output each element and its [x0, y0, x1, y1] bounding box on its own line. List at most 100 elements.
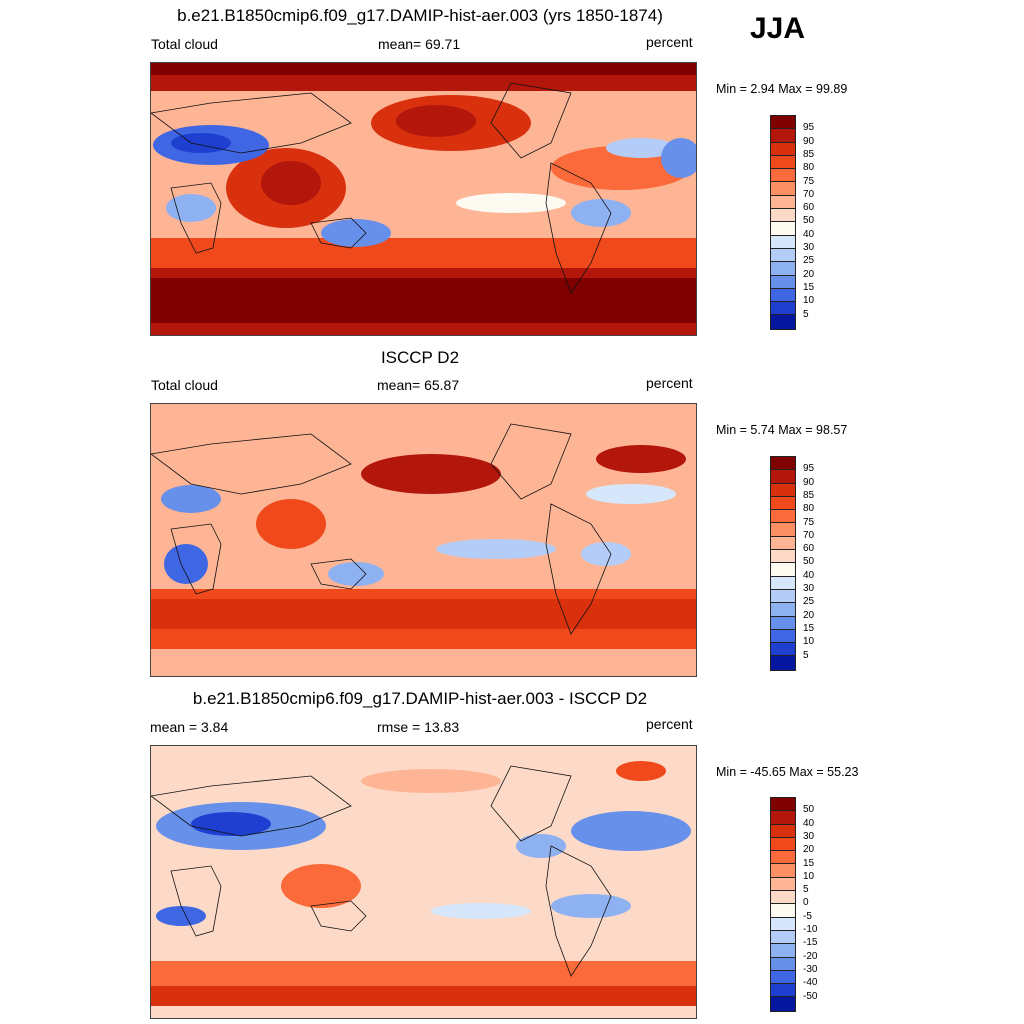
colorbar-tick-label: 30	[803, 830, 815, 842]
colorbar-tick-label: 70	[803, 188, 815, 200]
colorbar-box	[771, 904, 795, 918]
colorbar-box	[771, 917, 795, 931]
panel-2-title: ISCCP D2	[380, 348, 460, 367]
colorbar-box	[771, 656, 795, 670]
colorbar-tick-label: 85	[803, 489, 815, 501]
panel-2-mean-label: mean= 65.87	[377, 377, 460, 393]
colorbar-box	[771, 824, 795, 838]
colorbar-box	[771, 116, 795, 130]
colorbar-box	[771, 182, 795, 196]
panel-2-map	[150, 403, 697, 677]
colorbar-tick-label: 50	[803, 804, 815, 816]
colorbar-box	[771, 616, 795, 630]
colorbar-box	[771, 536, 795, 551]
colorbar-tick-label: 25	[803, 596, 815, 608]
colorbar-tick-label: -30	[803, 963, 818, 975]
colorbar-box	[771, 457, 795, 471]
colorbar-tick-label: 90	[803, 476, 815, 488]
colorbar-box	[771, 837, 795, 852]
colorbar-box	[771, 811, 795, 825]
colorbar-tick-label: 50	[803, 215, 815, 227]
colorbar-box	[771, 643, 795, 657]
colorbar-box	[771, 957, 795, 971]
colorbar-box	[771, 470, 795, 484]
colorbar-tick-label: 20	[803, 844, 815, 856]
colorbar-box	[771, 550, 795, 564]
panel-1-variable-label: Total cloud	[151, 36, 218, 52]
colorbar-box	[771, 496, 795, 511]
colorbar-tick-label: -15	[803, 937, 818, 949]
colorbar-box	[771, 997, 795, 1011]
colorbar-box	[771, 235, 795, 249]
colorbar-box	[771, 275, 795, 289]
colorbar-tick-label: 75	[803, 516, 815, 528]
colorbar-box	[771, 195, 795, 210]
colorbar-tick-label: -50	[803, 990, 818, 1002]
colorbar-box	[771, 576, 795, 590]
colorbar-box	[771, 930, 795, 945]
colorbar-box	[771, 129, 795, 143]
colorbar-box	[771, 864, 795, 878]
colorbar-box	[771, 851, 795, 865]
colorbar-tick-label: 0	[803, 897, 809, 909]
colorbar-box	[771, 209, 795, 223]
panel-2-minmax: Min = 5.74 Max = 98.57	[716, 423, 848, 437]
colorbar-box	[771, 142, 795, 156]
colorbar-tick-label: 20	[803, 609, 815, 621]
colorbar-tick-label: 95	[803, 463, 815, 475]
colorbar-tick-label: 15	[803, 281, 815, 293]
colorbar-box	[771, 302, 795, 316]
colorbar-tick-label: 15	[803, 622, 815, 634]
colorbar-tick-label: -40	[803, 977, 818, 989]
panel-3-minmax: Min = -45.65 Max = 55.23	[716, 765, 859, 779]
colorbar-tick-label: 10	[803, 870, 815, 882]
colorbar-tick-label: 20	[803, 268, 815, 280]
colorbar-tick-label: 60	[803, 543, 815, 555]
colorbar-box	[771, 523, 795, 537]
colorbar-tick-label: 50	[803, 556, 815, 568]
colorbar-box	[771, 222, 795, 236]
colorbar-tick-label: 80	[803, 162, 815, 174]
colorbar-box	[771, 563, 795, 577]
colorbar-box	[771, 169, 795, 183]
colorbar-tick-label: 40	[803, 228, 815, 240]
colorbar-box	[771, 510, 795, 524]
colorbar-box	[771, 155, 795, 170]
colorbar-box	[771, 315, 795, 329]
colorbar-tick-label: 30	[803, 583, 815, 594]
panel-1-minmax: Min = 2.94 Max = 99.89	[716, 82, 848, 96]
panel-1-units-label: percent	[646, 34, 693, 50]
panel-1-map	[150, 62, 697, 336]
panel-3-colorbar	[770, 797, 796, 1012]
colorbar-tick-label: 75	[803, 175, 815, 187]
colorbar-tick-label: 40	[803, 817, 815, 829]
colorbar-box	[771, 629, 795, 644]
colorbar-tick-label: 15	[803, 857, 815, 869]
colorbar-box	[771, 984, 795, 998]
colorbar-tick-label: 70	[803, 529, 815, 541]
colorbar-tick-label: 10	[803, 295, 815, 307]
panel-1-mean-label: mean= 69.71	[378, 36, 461, 52]
colorbar-box	[771, 262, 795, 276]
colorbar-box	[771, 877, 795, 892]
colorbar-box	[771, 603, 795, 617]
colorbar-tick-label: 5	[803, 308, 809, 320]
panel-2-units-label: percent	[646, 375, 693, 391]
colorbar-tick-label: 85	[803, 148, 815, 160]
colorbar-tick-label: 5	[803, 884, 809, 896]
colorbar-tick-label: 90	[803, 135, 815, 147]
panel-1-colorbar	[770, 115, 796, 330]
colorbar-tick-label: 40	[803, 569, 815, 581]
panel-3-mean-label: mean = 3.84	[150, 719, 229, 735]
colorbar-box	[771, 944, 795, 958]
colorbar-tick-label: 30	[803, 242, 815, 253]
panel-1-title: b.e21.B1850cmip6.f09_g17.DAMIP-hist-aer.…	[177, 6, 663, 25]
colorbar-box	[771, 483, 795, 497]
colorbar-box	[771, 248, 795, 263]
colorbar-tick-label: 80	[803, 503, 815, 515]
colorbar-box	[771, 798, 795, 812]
panel-3-title: b.e21.B1850cmip6.f09_g17.DAMIP-hist-aer.…	[192, 689, 648, 708]
colorbar-tick-label: -10	[803, 924, 818, 935]
panel-2-variable-label: Total cloud	[151, 377, 218, 393]
panel-3-rmse-label: rmse = 13.83	[377, 719, 460, 735]
